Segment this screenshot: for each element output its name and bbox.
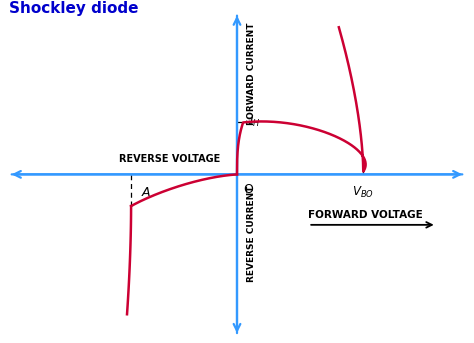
- Text: O: O: [243, 183, 253, 196]
- Text: FORWARD VOLTAGE: FORWARD VOLTAGE: [308, 210, 423, 221]
- Text: Shockley diode: Shockley diode: [9, 1, 138, 16]
- Text: A: A: [141, 186, 150, 199]
- Text: REVERSE CURRENT: REVERSE CURRENT: [247, 186, 256, 282]
- Text: $V_{BO}$: $V_{BO}$: [352, 185, 374, 200]
- Text: FORWARD CURRENT: FORWARD CURRENT: [247, 23, 256, 126]
- Text: $I_H$: $I_H$: [249, 114, 261, 129]
- Text: REVERSE VOLTAGE: REVERSE VOLTAGE: [119, 154, 221, 164]
